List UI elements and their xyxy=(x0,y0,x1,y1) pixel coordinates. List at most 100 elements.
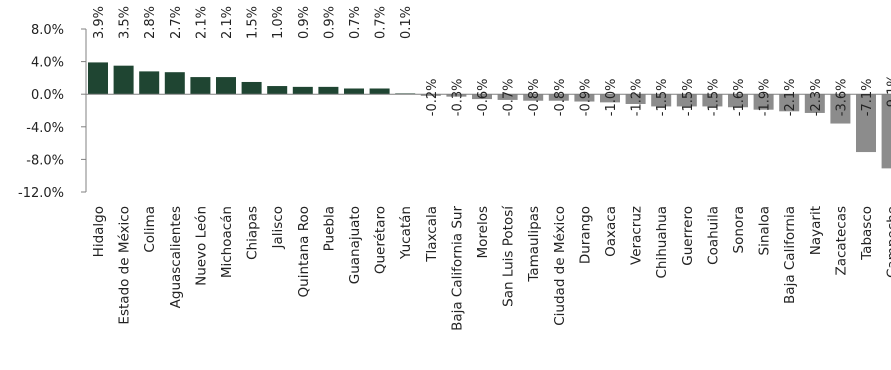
y-tick-label: -4.0% xyxy=(26,121,64,136)
value-label: -1.5% xyxy=(655,78,670,116)
value-label: 0.9% xyxy=(322,6,337,39)
value-label: -0.7% xyxy=(502,78,517,116)
category-label: Sonora xyxy=(731,206,747,253)
y-tick-label: -8.0% xyxy=(26,153,64,168)
value-label: 0.7% xyxy=(348,6,363,39)
bar-18 xyxy=(523,94,544,101)
bar-16 xyxy=(472,94,492,100)
bars xyxy=(88,62,891,169)
value-label: -2.3% xyxy=(809,78,824,116)
bar-22 xyxy=(625,94,646,104)
category-label: Oaxaca xyxy=(603,206,619,257)
category-label: Baja California Sur xyxy=(449,206,465,331)
bar-26 xyxy=(728,94,748,108)
category-label: Chiapas xyxy=(245,206,261,260)
category-label: Hidalgo xyxy=(91,206,107,257)
category-label: Jalisco xyxy=(270,206,286,249)
category-label: Querétaro xyxy=(373,206,389,274)
category-label: Estado de México xyxy=(117,206,133,325)
category-label: Coahuila xyxy=(705,206,721,265)
category-label: Aguascalientes xyxy=(168,206,184,308)
bar-3 xyxy=(139,71,160,95)
value-label: -0.2% xyxy=(425,78,440,116)
category-label: Tabasco xyxy=(859,206,875,261)
category-labels: Hidalgo Estado de México Colima Aguascalien… xyxy=(91,205,891,331)
value-label: 1.5% xyxy=(246,6,261,39)
category-label: Tamaulipas xyxy=(526,206,542,283)
bar-19 xyxy=(548,94,569,101)
value-label: 0.9% xyxy=(297,6,312,39)
category-label: Ciudad de México xyxy=(552,206,568,326)
bar-8 xyxy=(267,86,288,95)
value-label: 2.8% xyxy=(143,6,158,39)
bar-11 xyxy=(344,88,364,95)
y-tick-label: 0.0% xyxy=(31,88,64,103)
value-label: -0.3% xyxy=(450,78,465,116)
category-label: Guanajuato xyxy=(347,206,363,284)
bar-21 xyxy=(600,94,620,103)
y-axis: 8.0% 4.0% 0.0% -4.0% -8.0% -12.0% xyxy=(18,23,87,201)
value-label: 0.1% xyxy=(399,6,414,39)
bar-23 xyxy=(651,94,672,107)
value-label: 0.7% xyxy=(374,6,389,39)
value-label: 3.9% xyxy=(92,6,107,39)
bar-32 xyxy=(881,94,891,169)
category-label: Nuevo León xyxy=(193,206,209,286)
value-label: 2.7% xyxy=(169,6,184,39)
value-label: 2.1% xyxy=(220,6,235,39)
category-label: Tlaxcala xyxy=(424,206,440,263)
category-label: Guerrero xyxy=(680,206,696,266)
y-tick-label: 8.0% xyxy=(31,23,64,38)
category-label: Quintana Roo xyxy=(296,206,312,297)
bar-27 xyxy=(753,94,774,110)
value-label: -0.8% xyxy=(527,78,542,116)
category-label: Zacatecas xyxy=(833,206,849,276)
value-label: -2.1% xyxy=(783,78,798,116)
bar-31 xyxy=(856,94,876,153)
value-label: -9.1% xyxy=(886,74,891,112)
category-label: Campeche xyxy=(885,206,891,278)
bar-1 xyxy=(88,62,108,95)
value-label: -1.5% xyxy=(706,78,721,116)
category-label: Baja California xyxy=(782,206,798,304)
category-label: San Luis Potosí xyxy=(501,205,517,307)
value-label: -1.9% xyxy=(758,78,773,116)
bar-24 xyxy=(676,94,697,107)
bar-20 xyxy=(574,94,595,102)
y-tick-label: 4.0% xyxy=(31,56,64,71)
bar-17 xyxy=(497,94,518,100)
category-label: Veracruz xyxy=(629,206,645,265)
bar-6 xyxy=(216,77,236,95)
bar-28 xyxy=(779,94,800,112)
bar-14 xyxy=(420,94,441,96)
bar-30 xyxy=(830,94,851,124)
category-label: Durango xyxy=(577,206,593,264)
value-label: 1.0% xyxy=(271,6,286,39)
category-label: Michoacán xyxy=(219,206,235,278)
category-label: Sinaloa xyxy=(757,206,773,255)
value-label: -0.8% xyxy=(553,78,568,116)
value-label: -3.6% xyxy=(834,78,849,116)
value-label: 2.1% xyxy=(194,6,209,39)
bar-25 xyxy=(702,94,723,107)
category-label: Chihuahua xyxy=(654,206,670,279)
value-label: -1.5% xyxy=(681,78,696,116)
value-label: -1.2% xyxy=(630,78,645,116)
bar-5 xyxy=(190,77,211,95)
bar-10 xyxy=(318,86,339,95)
y-tick-label: -12.0% xyxy=(18,186,64,201)
category-label: Puebla xyxy=(321,206,337,251)
value-label: -7.1% xyxy=(860,78,875,116)
value-label: 3.5% xyxy=(118,6,133,39)
value-label: -0.9% xyxy=(578,78,593,116)
category-label: Morelos xyxy=(475,206,491,259)
bar-4 xyxy=(164,72,185,95)
value-label: -1.0% xyxy=(604,78,619,116)
category-label: Nayarit xyxy=(808,206,824,255)
bar-15 xyxy=(446,94,467,97)
category-label: Yucatán xyxy=(398,206,414,260)
bar-7 xyxy=(241,81,262,95)
bar-2 xyxy=(113,65,134,95)
category-label: Colima xyxy=(142,206,158,253)
